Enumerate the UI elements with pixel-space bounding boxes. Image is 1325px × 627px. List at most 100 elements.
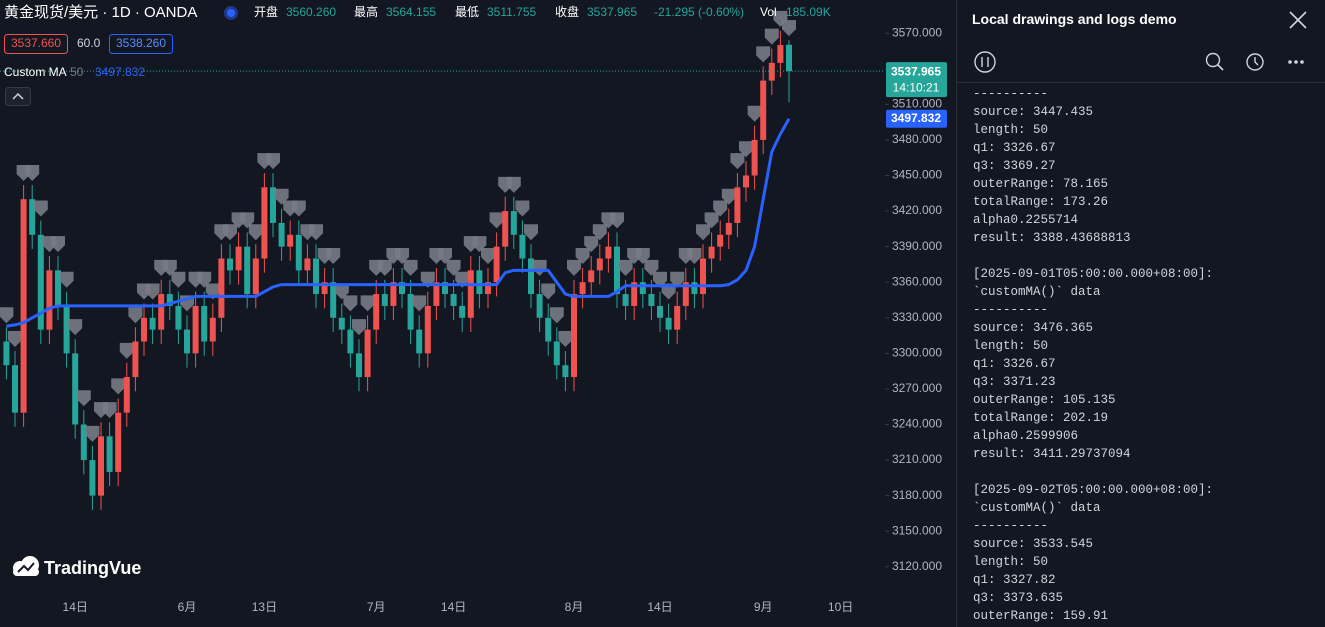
more-dot <box>1294 60 1298 64</box>
y-tick-label: 3570.000 <box>892 25 942 39</box>
y-tick-label: 3450.000 <box>892 168 942 182</box>
candle-body <box>287 234 294 247</box>
sell-badge[interactable] <box>4 34 68 54</box>
log-line: q3: 3373.635 <box>973 591 1064 605</box>
candle-body <box>201 305 208 342</box>
candle-body <box>657 305 663 318</box>
overlay: 黄金现货/美元 · 1D · OANDA 开盘 3560.260 最高 3564… <box>4 4 831 578</box>
drawing-marker <box>76 390 91 407</box>
pause-button[interactable] <box>974 51 996 73</box>
candle-body <box>235 246 242 271</box>
log-line: length: 50 <box>973 123 1049 137</box>
log-line: [2025-09-02T05:00:00.000+08:00]: <box>973 483 1214 497</box>
ma-line <box>6 118 791 328</box>
x-tick-label: 14日 <box>647 600 672 614</box>
drawing-marker <box>119 342 134 359</box>
candle-body <box>270 187 276 223</box>
ohlc-value: 3564.155 <box>386 5 436 19</box>
drawing-marker <box>739 141 753 158</box>
candle-body <box>725 222 732 235</box>
candle-body <box>29 199 36 235</box>
candle-body <box>631 282 638 306</box>
candle-body <box>485 282 491 295</box>
candle-body <box>20 199 27 413</box>
close-button[interactable] <box>1289 11 1307 29</box>
x-tick-label: 6月 <box>178 600 197 614</box>
y-tick-label: 3270.000 <box>892 381 942 395</box>
log-line: alpha0.2599906 <box>973 429 1079 443</box>
drawing-marker <box>102 402 117 419</box>
candle-body <box>743 175 749 188</box>
drawing-marker <box>541 283 556 300</box>
y-tick-label: 3360.000 <box>892 274 942 288</box>
candle-body <box>614 246 620 295</box>
panel-title: Local drawings and logs demo <box>972 11 1177 27</box>
drawing-marker <box>377 259 392 276</box>
spread: 60.0 <box>77 36 101 50</box>
candle-body <box>562 365 569 378</box>
candle-body <box>717 234 724 247</box>
drawing-marker <box>223 224 237 241</box>
collapse-button[interactable] <box>5 87 31 106</box>
candle-body <box>175 305 182 330</box>
candle-body <box>209 317 216 342</box>
candle-body <box>510 211 517 235</box>
log-line: result: 3411.29737094 <box>973 447 1131 461</box>
candle-body <box>218 258 225 318</box>
candle-body <box>3 341 10 366</box>
candle-body <box>373 294 380 330</box>
y-tick-label: 3150.000 <box>892 523 942 537</box>
more-button[interactable] <box>1288 60 1292 64</box>
ohlc-value: 3560.260 <box>286 5 336 19</box>
candle-body <box>700 258 706 295</box>
candle-body <box>244 246 251 295</box>
drawing-marker <box>618 259 633 276</box>
candle-body <box>141 317 147 342</box>
x-tick-label: 10日 <box>828 600 853 614</box>
buy-badge[interactable] <box>109 34 173 54</box>
drawing-marker <box>326 247 341 264</box>
candle-body <box>338 317 345 330</box>
ohlc-label: 开盘 <box>254 4 278 19</box>
candle-body <box>37 234 44 330</box>
log-line: source: 3476.365 <box>973 321 1094 335</box>
candle-body <box>433 282 440 306</box>
log-line: alpha0.2255714 <box>973 213 1079 227</box>
drawing-marker <box>266 153 280 170</box>
history-button[interactable] <box>1246 53 1264 71</box>
candle-body <box>381 294 388 306</box>
drawing-marker <box>8 330 22 347</box>
more-dot <box>1300 60 1304 64</box>
log-line: q1: 3327.82 <box>973 573 1056 587</box>
drawing-marker <box>567 259 581 276</box>
candle-body <box>442 282 448 295</box>
log-line: source: 3533.545 <box>973 537 1094 551</box>
candle-body <box>674 305 681 330</box>
chevron-icon <box>12 92 24 100</box>
candle-body <box>184 329 190 354</box>
y-tick-label: 3480.000 <box>892 132 942 146</box>
drawing-marker <box>670 271 685 288</box>
candle-body <box>330 282 337 318</box>
candle-body <box>596 258 603 271</box>
drawing-marker <box>352 319 366 336</box>
candle-body <box>768 62 775 81</box>
drawing-marker <box>756 46 771 63</box>
search-button[interactable] <box>1205 52 1221 68</box>
status-dot-core <box>227 9 235 17</box>
log-line: ---------- <box>973 519 1049 533</box>
drawing-marker <box>782 20 796 37</box>
x-tick-label: 9月 <box>754 600 773 614</box>
log-entry: [2025-09-01T05:00:00.000+08:00]: `customM… <box>973 265 1325 463</box>
y-tick-label: 3210.000 <box>892 452 942 466</box>
drawing-marker <box>248 224 263 241</box>
drawing-marker <box>730 153 745 170</box>
drawing-marker <box>713 200 728 217</box>
candle-body <box>493 246 500 283</box>
log-line: totalRange: 173.26 <box>973 195 1109 209</box>
candle-body <box>545 317 552 342</box>
log-line: `customMA()` data <box>973 501 1101 515</box>
brand-logo: TradingVue <box>13 556 141 578</box>
price-time: 14:10:21 <box>893 80 940 94</box>
log-line: q3: 3369.27 <box>973 159 1056 173</box>
